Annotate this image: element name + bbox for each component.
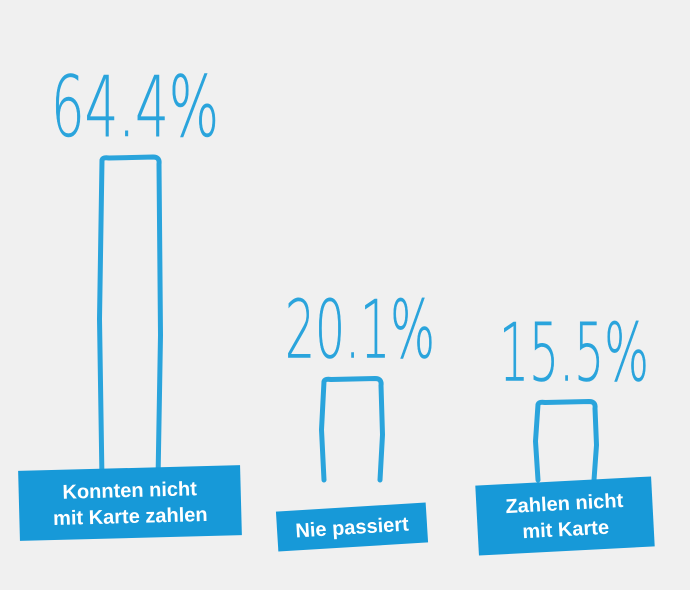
value-label-3: 15.5% bbox=[499, 307, 649, 400]
category-text: Konnten nicht bbox=[62, 478, 197, 504]
value-label-2: 20.1% bbox=[285, 284, 435, 377]
bar-3 bbox=[533, 399, 599, 483]
bar-1 bbox=[97, 154, 163, 483]
category-text: mit Karte bbox=[522, 517, 610, 544]
bar-2 bbox=[319, 376, 385, 483]
category-box-3 bbox=[475, 476, 655, 556]
category-box-2 bbox=[275, 502, 429, 552]
category-label-2: Nie passiert bbox=[275, 502, 429, 552]
value-label-1: 64.4% bbox=[51, 58, 219, 156]
category-box-1 bbox=[18, 465, 242, 541]
category-text: mit Karte zahlen bbox=[53, 504, 208, 530]
